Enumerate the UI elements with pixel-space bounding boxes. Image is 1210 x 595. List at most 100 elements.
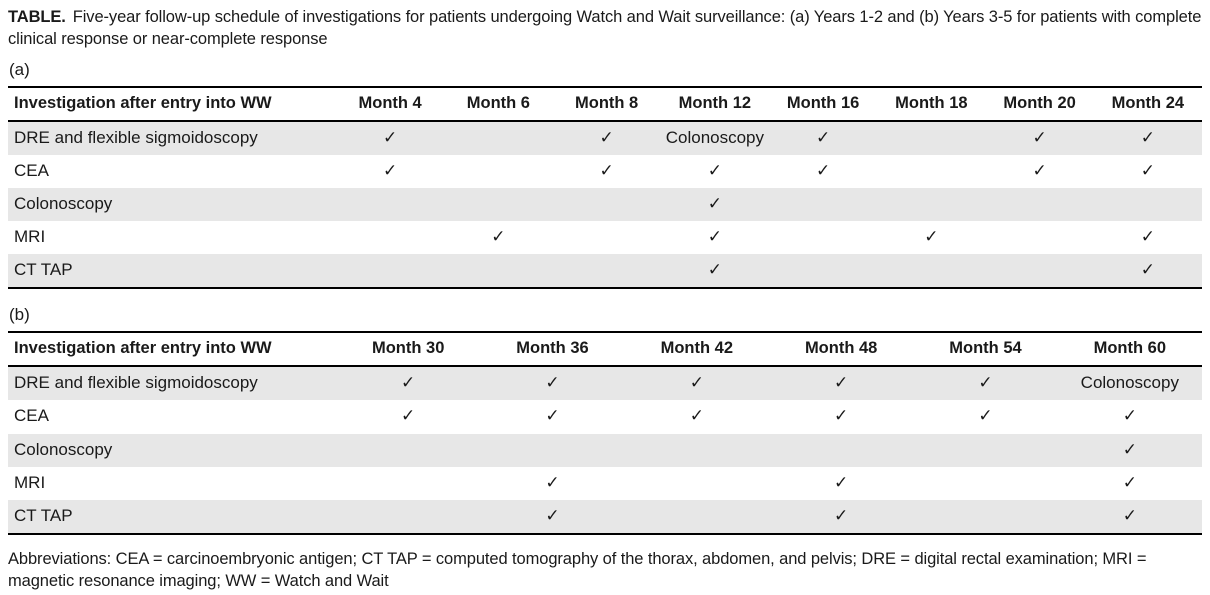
empty-cell	[553, 188, 661, 221]
table-row: CEA ✓ ✓ ✓ ✓ ✓ ✓	[8, 155, 1202, 188]
checkmark: ✓	[599, 127, 614, 147]
table-row: CT TAP ✓ ✓ ✓	[8, 499, 1202, 534]
empty-cell	[769, 188, 877, 221]
table-row: MRI ✓ ✓ ✓	[8, 467, 1202, 500]
checkmark: ✓	[1122, 505, 1137, 525]
header-row: Investigation after entry into WW Month 4…	[8, 86, 1202, 122]
investigation-label: Colonoscopy	[14, 439, 113, 459]
empty-cell	[986, 188, 1094, 221]
month-column-header: Month 8	[552, 86, 661, 122]
panel-b-label: (b)	[9, 305, 30, 325]
checkmark: ✓	[1032, 127, 1047, 147]
checkmark: ✓	[1140, 160, 1155, 180]
checkmark: ✓	[1032, 160, 1047, 180]
table-row: DRE and flexible sigmoidoscopy ✓ ✓ ✓ ✓ ✓ Colon…	[8, 366, 1202, 401]
empty-cell	[336, 221, 444, 254]
month-column-header: Month 30	[336, 332, 481, 368]
table-caption-label: TABLE.	[8, 8, 66, 26]
empty-cell	[444, 121, 552, 155]
empty-cell	[769, 221, 877, 254]
header-row: Investigation after entry into WW Month 3…	[8, 332, 1202, 368]
empty-cell	[444, 155, 552, 188]
checkmark: ✓	[599, 160, 614, 180]
investigation-column-header: Investigation after entry into WW	[8, 86, 336, 122]
checkmark: ✓	[545, 373, 560, 393]
checkmark: ✓	[707, 160, 722, 180]
empty-cell	[336, 467, 480, 500]
checkmark: ✓	[707, 194, 722, 214]
schedule-table-a: Investigation after entry into WW Month 4…	[8, 85, 1202, 290]
month-column-header: Month 48	[768, 332, 914, 368]
checkmark: ✓	[545, 472, 560, 492]
checkmark: ✓	[816, 127, 831, 147]
empty-cell	[625, 467, 769, 500]
checkmark: ✓	[978, 406, 993, 426]
empty-cell	[444, 254, 552, 288]
empty-cell	[913, 434, 1057, 467]
checkmark: ✓	[834, 505, 849, 525]
schedule-table-b: Investigation after entry into WW Month 3…	[8, 331, 1202, 535]
investigation-label: CEA	[14, 406, 49, 426]
checkmark: ✓	[707, 260, 722, 280]
table-row: Colonoscopy ✓	[8, 433, 1202, 467]
empty-cell	[986, 221, 1094, 254]
checkmark: ✓	[401, 373, 416, 393]
empty-cell	[877, 188, 985, 221]
table-caption-text: Five-year follow-up schedule of investig…	[8, 8, 1202, 48]
empty-cell	[553, 221, 661, 254]
checkmark: ✓	[545, 406, 560, 426]
month-column-header: Month 6	[444, 86, 553, 122]
checkmark: ✓	[383, 160, 398, 180]
month-column-header: Month 18	[877, 86, 986, 122]
checkmark: ✓	[689, 373, 704, 393]
checkmark: ✓	[383, 127, 398, 147]
checkmark: ✓	[834, 472, 849, 492]
checkmark: ✓	[924, 227, 939, 247]
checkmark: ✓	[834, 373, 849, 393]
empty-cell	[913, 467, 1057, 500]
table-row: MRI ✓ ✓ ✓ ✓	[8, 221, 1202, 254]
investigation-label: DRE and flexible sigmoidoscopy	[14, 127, 258, 147]
empty-cell	[769, 254, 877, 288]
checkmark: ✓	[545, 505, 560, 525]
month-column-header: Month 12	[660, 86, 769, 122]
cell-text: Colonoscopy	[1080, 373, 1179, 393]
table-row: Colonoscopy ✓	[8, 188, 1202, 222]
table-row: CEA ✓ ✓ ✓ ✓ ✓ ✓	[8, 400, 1202, 433]
checkmark: ✓	[978, 373, 993, 393]
checkmark: ✓	[1140, 260, 1155, 280]
empty-cell	[336, 188, 444, 221]
empty-cell	[480, 434, 624, 467]
empty-cell	[877, 121, 985, 155]
month-column-header: Month 4	[336, 86, 445, 122]
empty-cell	[336, 500, 480, 534]
checkmark: ✓	[834, 406, 849, 426]
empty-cell	[336, 434, 480, 467]
checkmark: ✓	[401, 406, 416, 426]
investigation-label: MRI	[14, 227, 46, 247]
investigation-label: CEA	[14, 160, 49, 180]
month-column-header: Month 60	[1057, 332, 1202, 368]
month-column-header: Month 16	[769, 86, 878, 122]
empty-cell	[625, 500, 769, 534]
checkmark: ✓	[816, 160, 831, 180]
investigation-label: CT TAP	[14, 260, 73, 280]
month-column-header: Month 42	[624, 332, 769, 368]
empty-cell	[913, 500, 1057, 534]
checkmark: ✓	[1122, 439, 1137, 459]
empty-cell	[553, 254, 661, 288]
checkmark: ✓	[707, 227, 722, 247]
checkmark: ✓	[1122, 472, 1137, 492]
empty-cell	[336, 254, 444, 288]
empty-cell	[769, 434, 913, 467]
checkmark: ✓	[491, 227, 506, 247]
checkmark: ✓	[1140, 127, 1155, 147]
panel-a-label: (a)	[9, 59, 30, 79]
checkmark: ✓	[689, 406, 704, 426]
month-column-header: Month 24	[1093, 86, 1202, 122]
empty-cell	[444, 188, 552, 221]
checkmark: ✓	[1122, 406, 1137, 426]
empty-cell	[625, 434, 769, 467]
table-row: DRE and flexible sigmoidoscopy ✓ ✓ Colonosc…	[8, 120, 1202, 155]
